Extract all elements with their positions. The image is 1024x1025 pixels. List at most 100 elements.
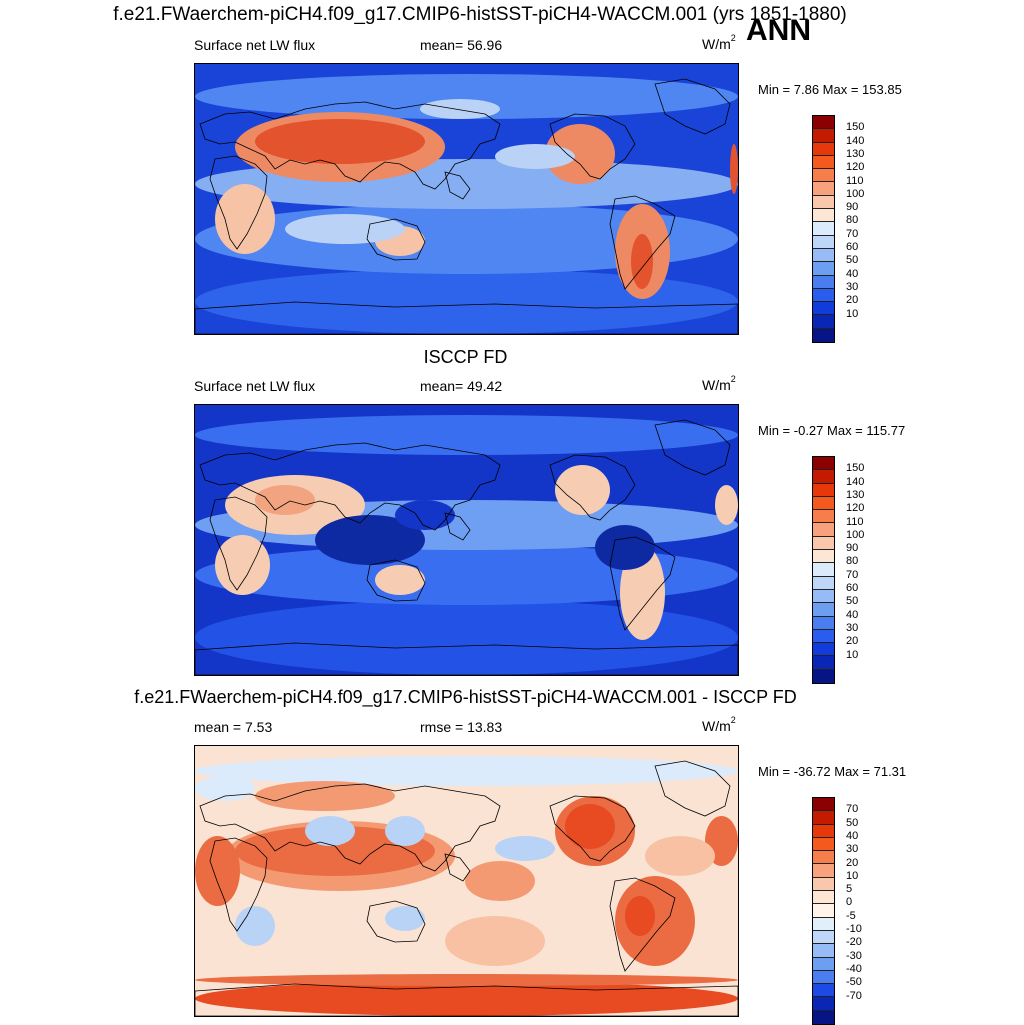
colorbar-swatch [813,957,834,971]
coastline [209,837,268,932]
colorbar-swatch [813,576,834,590]
colorbar-swatch [813,550,834,564]
panel-model-variable: Surface net LW flux [194,37,316,53]
colorbar-swatch [813,877,834,892]
coastline [654,78,731,135]
colorbar-tick-label: 30 [846,280,859,293]
colorbar-tick-label: 30 [846,843,859,856]
field-region [385,906,425,931]
panel-obs-map [194,404,739,676]
coastline [366,218,426,261]
field-region [235,906,275,946]
colorbar-tick-label: 50 [846,254,859,267]
colorbar-tick-label: 0 [846,896,853,909]
colorbar-swatch [813,811,834,825]
panel-diff-map [194,745,739,1017]
field-region [305,816,355,846]
colorbar-swatch [813,904,834,918]
colorbar-tick-label: -10 [846,923,862,935]
colorbar-tick-label: 110 [846,174,864,187]
coastline [444,171,471,200]
coastline [195,642,738,675]
field-region [730,144,738,194]
colorbar-tick-label: 150 [846,121,865,134]
colorbar-swatch [813,195,834,210]
colorbar-swatch [813,510,834,524]
field-region [195,981,738,1016]
colorbar-swatch [813,917,834,931]
panel-diff-minmax: Min = -36.72 Max = 71.31 [758,764,907,779]
colorbar-swatch [813,930,834,945]
field-region [235,826,435,876]
colorbar-tick-label: 20 [846,635,859,648]
field-region [195,74,738,119]
colorbar-swatch [813,970,834,985]
colorbar-tick-label: 10 [846,307,859,320]
panel-obs-title: ISCCP FD [423,347,508,367]
field-region [595,525,655,570]
colorbar-swatch [813,798,834,812]
colorbar-swatch [813,222,834,236]
map-field [195,405,738,675]
field-region [285,214,405,244]
colorbar-tick-label: 150 [846,462,865,475]
colorbar-swatch [813,997,834,1011]
colorbar-tick-label: 140 [846,134,865,147]
field-region [195,600,738,675]
panel-model-map [194,63,739,335]
panel-model-colorbar [812,115,835,344]
colorbar-tick-label: 100 [846,528,865,541]
figure-title: f.e21.FWaerchem-piCH4.f09_g17.CMIP6-hist… [113,4,847,25]
colorbar-swatch [813,182,834,196]
colorbar-tick-label: 80 [846,214,859,227]
colorbar-swatch [813,536,834,551]
field-region [255,485,315,515]
colorbar-swatch [813,248,834,263]
colorbar-swatch [813,669,834,684]
coastlines [195,760,738,1016]
coastline [609,536,676,631]
colorbar-swatch [813,328,834,343]
colorbar-tick-label: 60 [846,241,859,253]
field-region [715,485,738,525]
colorbar-swatch [813,864,834,878]
coastline [209,155,268,250]
field-region [395,500,455,530]
field-region [195,415,738,455]
colorbar-tick-label: -5 [846,909,856,922]
colorbar-swatch [813,629,834,644]
colorbar-swatch [813,496,834,511]
field-region [215,535,270,595]
panel-obs-mean: mean= 49.42 [420,378,503,394]
field-region [195,776,255,801]
colorbar-swatch [813,1010,834,1025]
field-region [495,836,555,861]
panel-diff-colorbar [812,797,835,1025]
coastline [654,760,731,817]
panel-diff-mean: mean = 7.53 [194,719,273,735]
colorbar-tick-label: 100 [846,187,865,200]
colorbar-tick-label: 130 [846,147,865,160]
colorbar-tick-label: 10 [846,869,859,882]
field-region [545,124,615,184]
field-region [555,465,610,515]
colorbar-swatch [813,563,834,577]
colorbar-tick-label: 50 [846,595,859,608]
colorbar-swatch [813,603,834,617]
colorbar-swatch [813,891,834,905]
colorbar-swatch [813,851,834,865]
coastline [444,853,471,882]
panel-model-minmax: Min = 7.86 Max = 153.85 [758,82,902,97]
colorbar-swatch [813,944,834,958]
panel-obs-colorbar [812,456,835,685]
colorbar-swatch [813,470,834,484]
coastline [654,419,731,476]
colorbar-swatch [813,209,834,223]
colorbar-tick-label: 40 [846,608,859,621]
coastline [609,195,676,290]
colorbar-tick-label: 10 [846,648,859,661]
colorbar-tick-label: -70 [846,989,862,1002]
panel-obs-units: W/m2 [702,374,736,393]
colorbar-swatch [813,302,834,316]
colorbar-swatch [813,457,834,471]
